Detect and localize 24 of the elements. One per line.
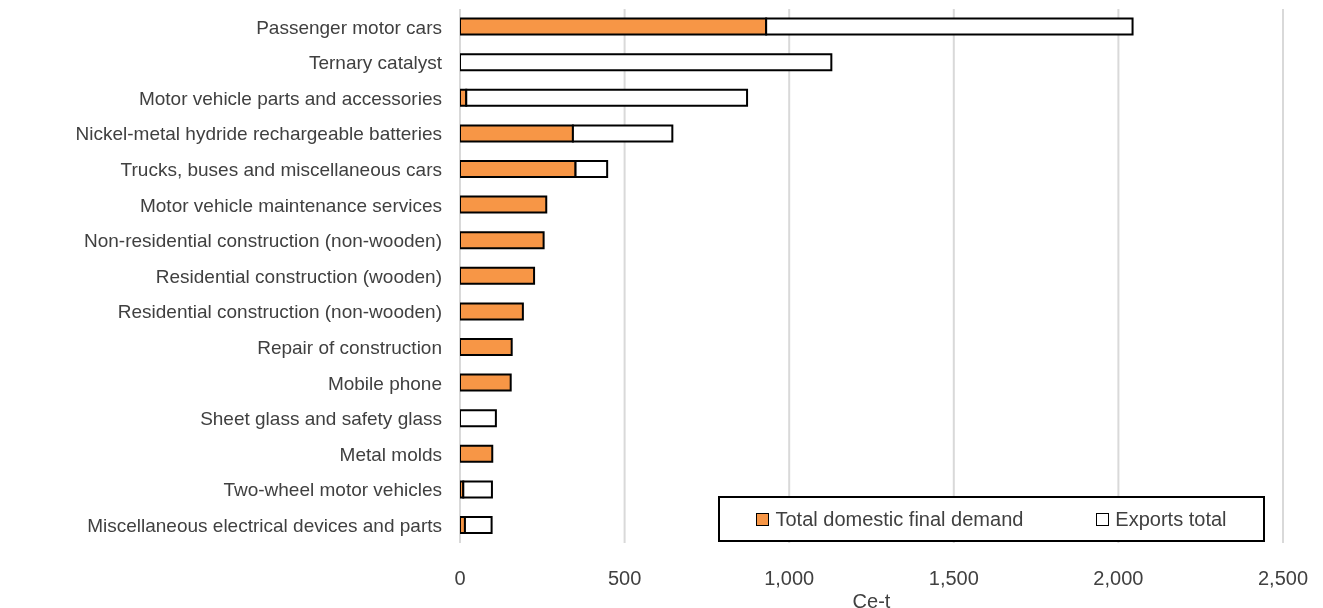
y-tick-label: Motor vehicle maintenance services — [139, 194, 442, 216]
y-tick-label: Residential construction (wooden) — [155, 265, 442, 287]
x-tick-label: 2,000 — [1093, 567, 1144, 590]
y-tick-label: Motor vehicle parts and accessories — [138, 87, 442, 109]
y-tick-label: Non-residential construction (non-wooden) — [83, 230, 442, 252]
y-tick-label: Mobile phone — [327, 372, 442, 394]
y-tick-label: Metal molds — [339, 443, 442, 465]
y-tick-label: Residential construction (non-wooden) — [117, 301, 442, 323]
legend-label: Exports total — [1114, 507, 1227, 531]
x-tick-label: 0 — [454, 567, 466, 590]
y-tick-label: Miscellaneous electrical devices and parts — [87, 514, 442, 536]
y-tick-label: Nickel-metal hydride rechargeable batteries — [75, 123, 442, 145]
x-tick-label: 1,500 — [928, 567, 979, 590]
x-tick-label: 2,500 — [1257, 567, 1309, 590]
x-tick-label: 500 — [607, 567, 642, 590]
y-tick-label: Ternary catalyst — [308, 52, 443, 74]
x-tick-label: 1,000 — [764, 567, 815, 590]
y-tick-label: Two-wheel motor vehicles — [223, 479, 442, 501]
y-tick-label: Trucks, buses and miscellaneous cars — [120, 158, 442, 180]
y-tick-label: Sheet glass and safety glass — [200, 408, 442, 430]
y-tick-label: Repair of construction — [257, 336, 442, 358]
y-tick-label: Passenger motor cars — [256, 16, 442, 38]
x-axis-title: Ce-t — [852, 590, 891, 608]
legend-label: Total domestic final demand — [774, 507, 1024, 531]
